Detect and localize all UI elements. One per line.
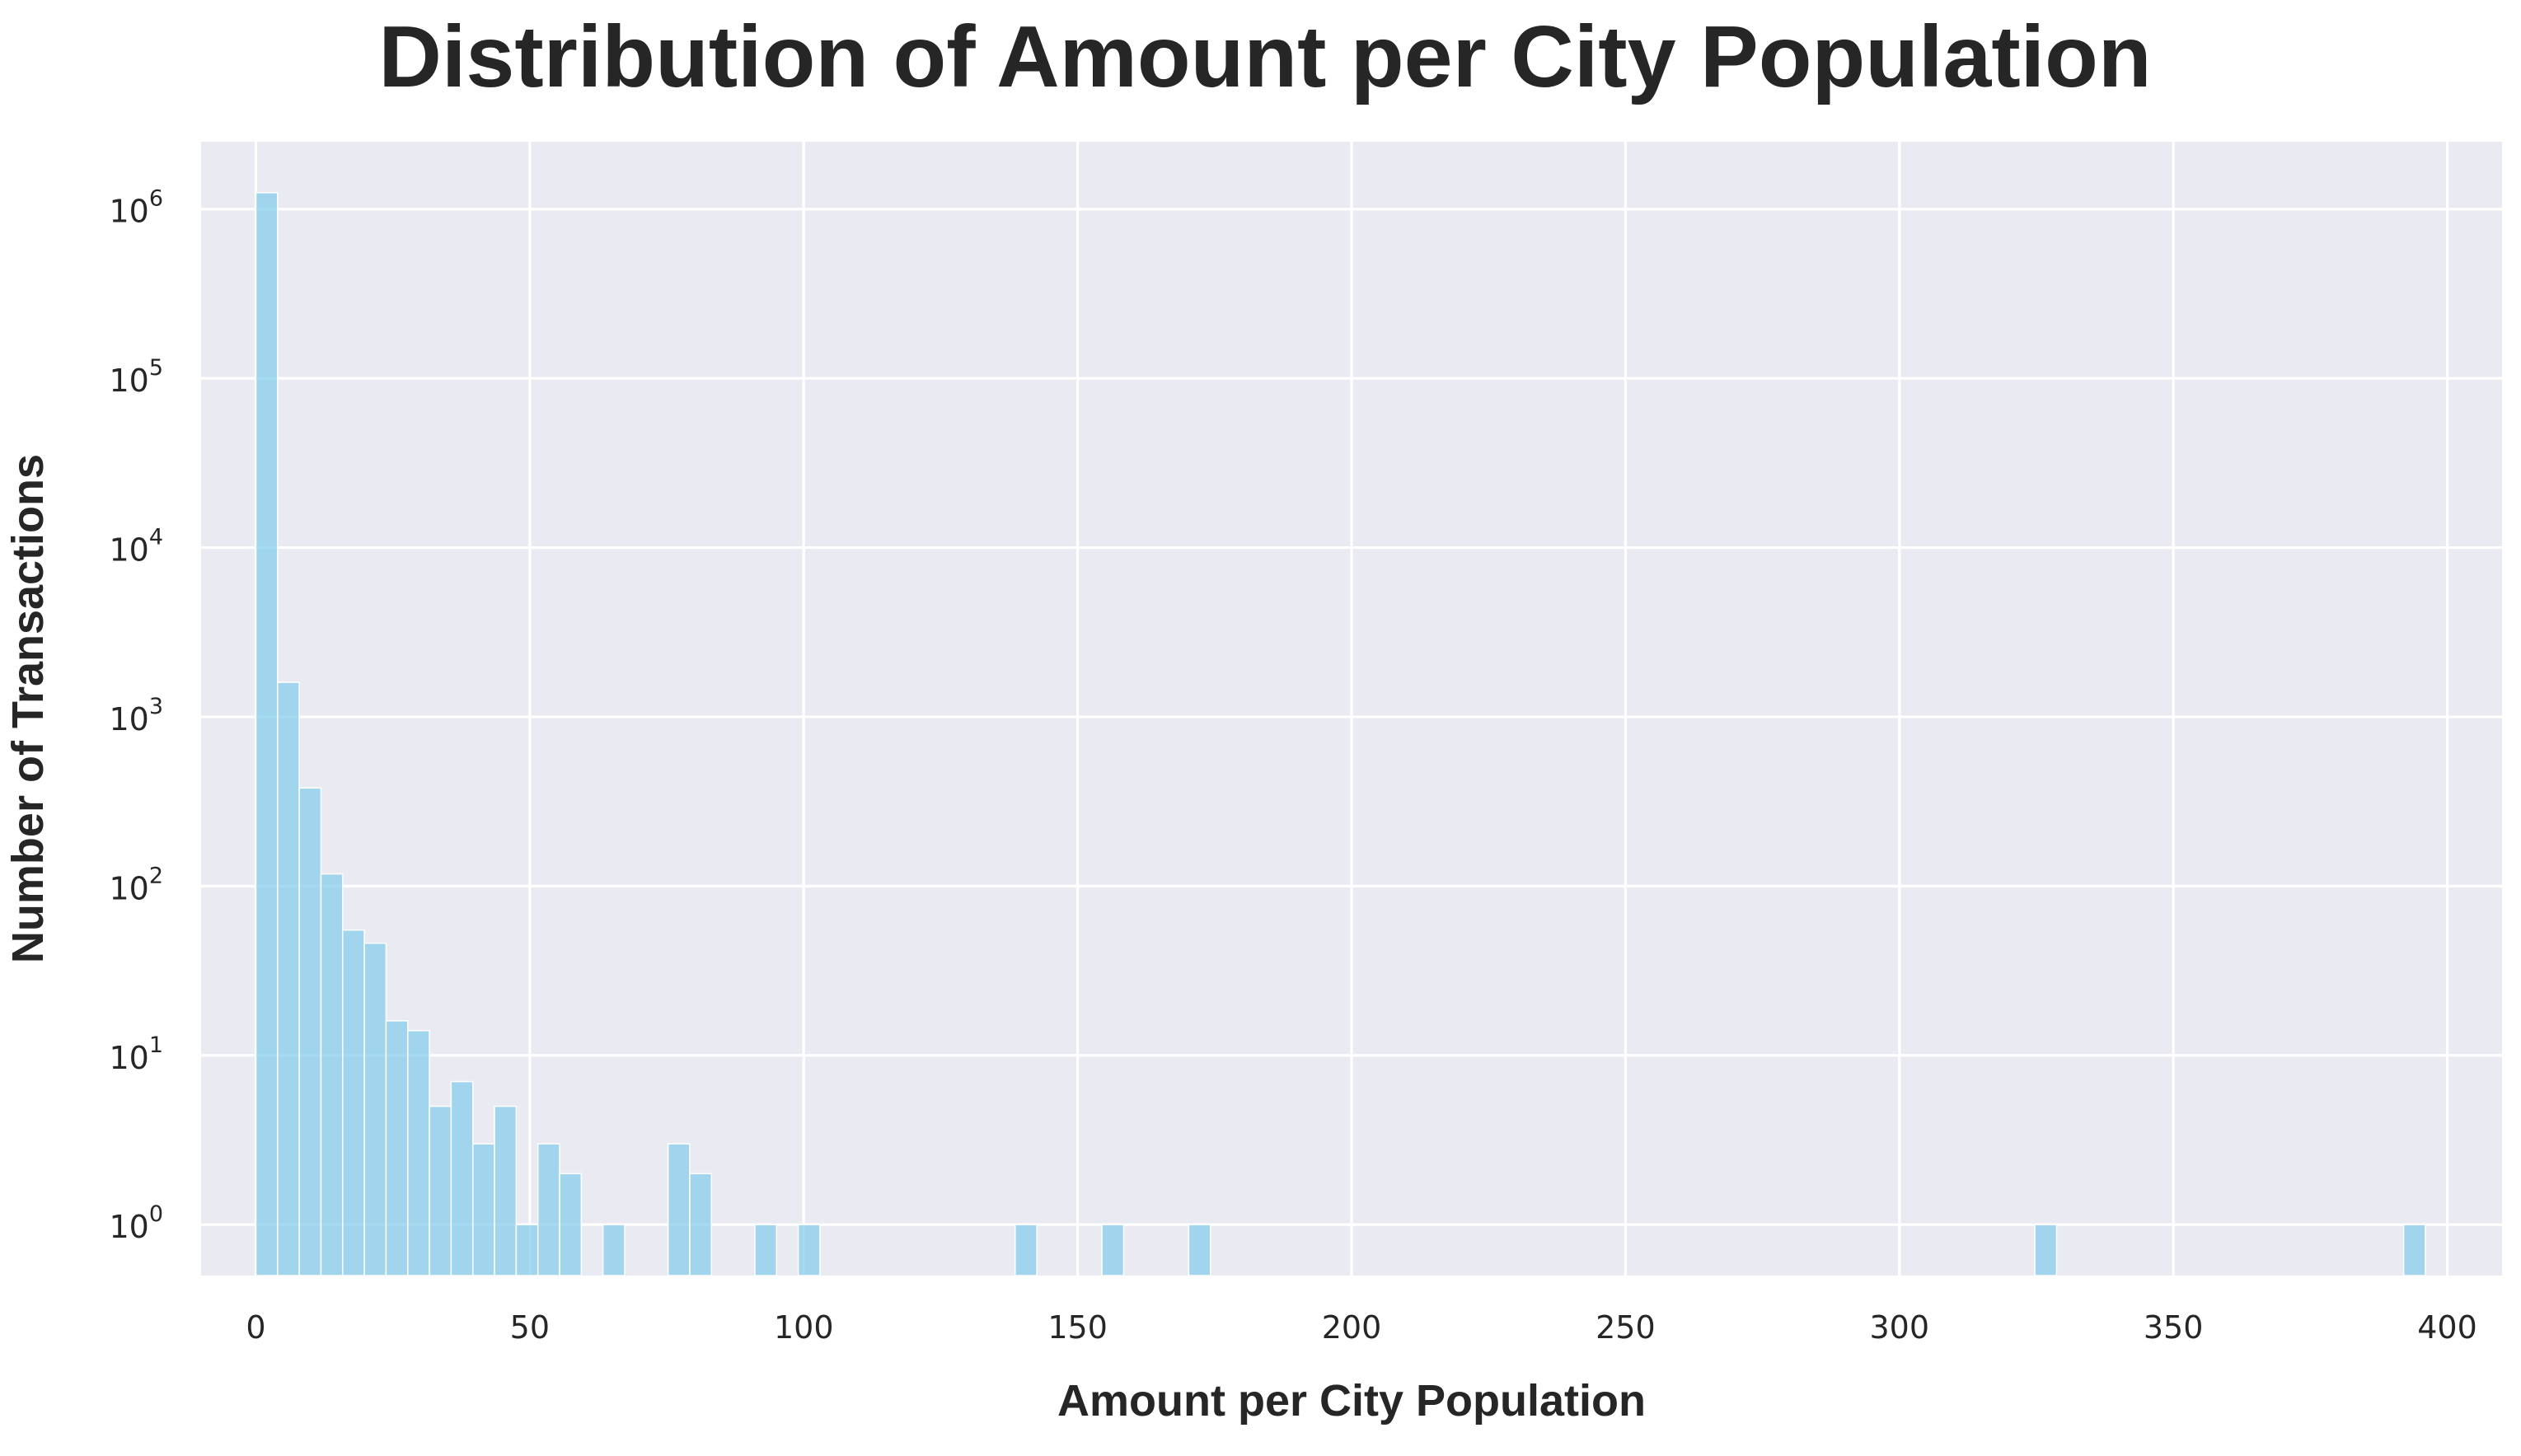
histogram-bar (429, 1105, 452, 1276)
histogram-bar (320, 873, 344, 1276)
y-tick-label: 106 (109, 186, 163, 230)
x-tick-label: 0 (246, 1309, 265, 1346)
x-tick-label: 300 (1869, 1309, 1929, 1346)
y-tick-label: 101 (109, 1032, 163, 1076)
histogram-bar (754, 1224, 778, 1276)
x-tick-label: 50 (510, 1309, 550, 1346)
y-axis-label: Number of Transactions (3, 454, 53, 963)
x-axis-label: Amount per City Population (1057, 1376, 1646, 1426)
chart-title: Distribution of Amount per City Populati… (378, 8, 2151, 105)
grid-lines (201, 142, 2502, 1276)
histogram-bar (494, 1105, 518, 1276)
histogram-bar (363, 942, 387, 1276)
x-tick-label: 400 (2417, 1309, 2477, 1346)
histogram-bar (797, 1224, 821, 1276)
y-tick-label: 103 (109, 694, 163, 737)
histogram-bars (255, 192, 2426, 1276)
histogram-bar (515, 1224, 539, 1276)
y-tick-label: 105 (109, 355, 163, 399)
y-tick-label: 100 (109, 1201, 163, 1245)
x-tick-label: 350 (2144, 1309, 2204, 1346)
x-tick-label: 200 (1322, 1309, 1382, 1346)
histogram-bar (342, 929, 365, 1276)
y-tick-label: 102 (109, 863, 163, 906)
histogram-bar (385, 1020, 409, 1276)
histogram-bar (559, 1173, 583, 1276)
histogram-bar (667, 1143, 691, 1276)
y-axis-ticks: 100 101 102 103 104 105 106 (109, 186, 163, 1245)
histogram-bar (471, 1143, 495, 1276)
histogram-bar (406, 1029, 430, 1276)
histogram-bar (602, 1224, 626, 1276)
histogram-bar (277, 681, 300, 1276)
histogram-bar (450, 1080, 474, 1276)
histogram-bar (1101, 1224, 1125, 1276)
histogram-bar (2402, 1224, 2426, 1276)
histogram-bar (1014, 1224, 1038, 1276)
x-tick-label: 150 (1047, 1309, 1108, 1346)
y-tick-label: 104 (109, 525, 163, 569)
x-axis-ticks: 0 50 100 150 200 250 300 350 400 (246, 1309, 2476, 1346)
histogram-bar (2034, 1224, 2058, 1276)
x-tick-label: 250 (1596, 1309, 1656, 1346)
histogram-bar (298, 787, 322, 1276)
x-tick-label: 100 (774, 1309, 834, 1346)
histogram-bar (1188, 1224, 1211, 1276)
histogram-bar (689, 1173, 713, 1276)
histogram-bar (255, 192, 279, 1276)
histogram-bar (537, 1143, 560, 1276)
